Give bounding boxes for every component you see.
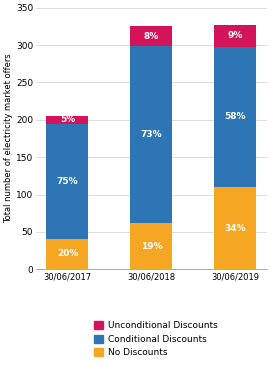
- Legend: Unconditional Discounts, Conditional Discounts, No Discounts: Unconditional Discounts, Conditional Dis…: [94, 321, 218, 357]
- Bar: [214, 187, 256, 269]
- Text: 8%: 8%: [144, 32, 159, 41]
- Text: 34%: 34%: [225, 224, 246, 233]
- Text: 73%: 73%: [141, 130, 162, 139]
- Text: 75%: 75%: [57, 177, 78, 185]
- Bar: [130, 223, 172, 269]
- Text: 19%: 19%: [141, 242, 162, 251]
- Y-axis label: Total number of electricity market offers: Total number of electricity market offer…: [4, 54, 13, 223]
- Bar: [46, 116, 88, 123]
- Text: 5%: 5%: [60, 115, 75, 124]
- Bar: [130, 46, 172, 223]
- Bar: [214, 25, 256, 47]
- Text: 9%: 9%: [228, 31, 243, 40]
- Bar: [130, 26, 172, 46]
- Bar: [46, 123, 88, 239]
- Bar: [214, 47, 256, 187]
- Bar: [46, 239, 88, 269]
- Text: 20%: 20%: [57, 250, 78, 258]
- Text: 58%: 58%: [225, 112, 246, 121]
